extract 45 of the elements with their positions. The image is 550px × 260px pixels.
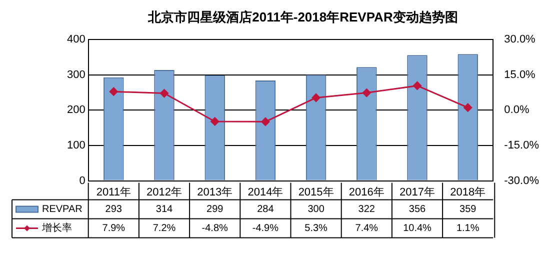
data-label: 1.1% [456, 223, 480, 234]
x-tick-label: 2013年 [197, 186, 233, 198]
point [210, 117, 220, 126]
data-label: 322 [358, 204, 376, 216]
point [261, 117, 270, 126]
data-label: 284 [257, 204, 274, 216]
data-label: 7.2% [152, 223, 176, 234]
point [109, 87, 118, 96]
data-label: 299 [206, 204, 224, 216]
x-tick-label: 2016年 [348, 186, 384, 198]
y2-tick-label: -30.0% [504, 174, 540, 187]
point [312, 93, 320, 102]
data-label: 300 [308, 204, 325, 216]
point [362, 88, 371, 98]
y2-tick-label: 0.0% [504, 104, 530, 116]
point [413, 81, 422, 90]
data-label: 359 [460, 204, 477, 216]
legend-label: 增长率 [41, 222, 72, 234]
y-tick-label: 300 [66, 68, 86, 81]
x-tick-label: 2012年 [146, 186, 182, 198]
x-tick-label: 2014年 [248, 186, 284, 198]
y-tick-label: 0 [79, 174, 86, 187]
x-tick-label: 2015年 [298, 186, 334, 198]
y2-tick-label: 30.0% [504, 34, 536, 46]
data-label: 293 [105, 204, 122, 216]
y2-tick-label: -15.0% [504, 140, 540, 152]
chart-title: 北京市四星级酒店2011年-2018年REVPAR变动趋势图 [147, 9, 458, 24]
data-label: -4.8% [202, 223, 228, 234]
data-label: 5.3% [304, 223, 328, 234]
x-tick-label: 2011年 [96, 186, 131, 198]
y-tick-label: 400 [66, 34, 86, 46]
data-label: 314 [156, 204, 174, 216]
data-label: -4.9% [252, 223, 279, 234]
data-label: 7.4% [355, 223, 378, 234]
y-tick-label: 100 [66, 140, 86, 152]
point [160, 89, 168, 98]
legend-label: REVPAR [42, 204, 82, 216]
data-label: 10.4% [403, 223, 432, 234]
data-label: 7.9% [102, 223, 126, 234]
point [464, 103, 472, 112]
x-tick-label: 2017年 [400, 186, 435, 198]
y-tick-label: 200 [66, 104, 86, 116]
y2-tick-label: 15.0% [504, 68, 536, 81]
x-tick-label: 2018年 [450, 186, 486, 198]
data-label: 356 [408, 204, 426, 216]
